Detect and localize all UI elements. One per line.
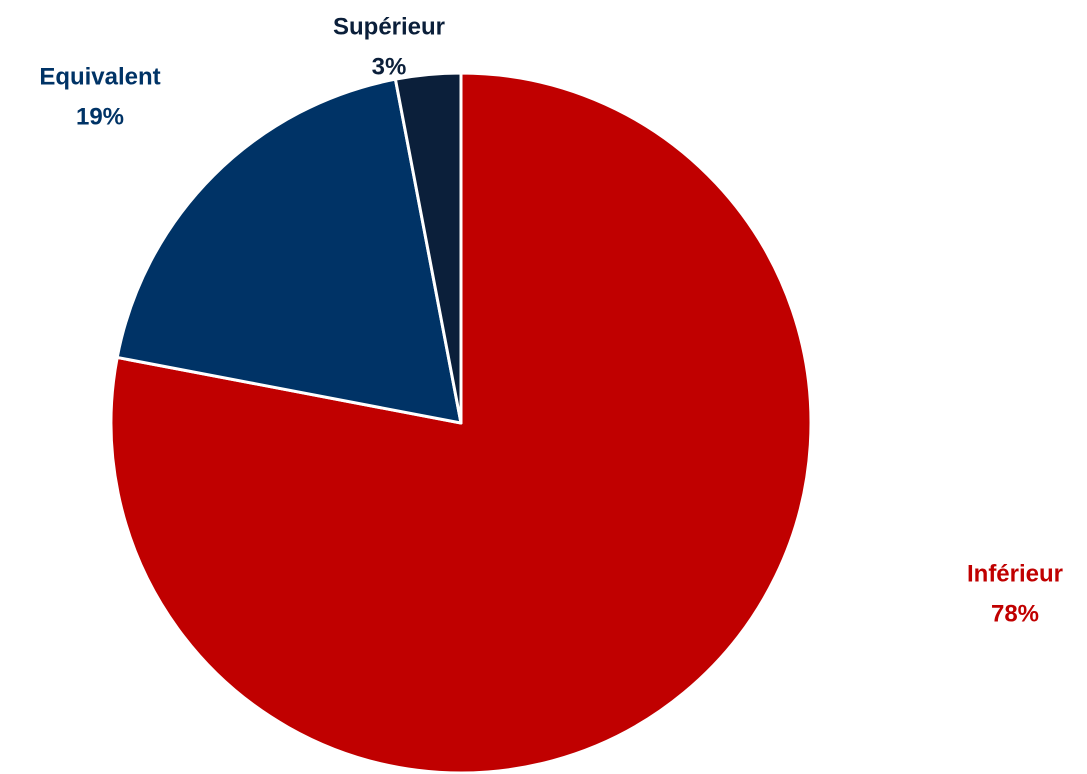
pie-slice [115,77,463,425]
slice-label: Inférieur [967,560,1063,587]
slice-label: Equivalent [39,63,160,90]
slice-value-label: 78% [991,600,1039,627]
pie-slice [109,71,813,774]
slice-value-label: 19% [76,103,124,130]
slice-label: Supérieur [333,13,445,40]
pie-slice [393,71,463,425]
slice-value-label: 3% [372,53,407,80]
